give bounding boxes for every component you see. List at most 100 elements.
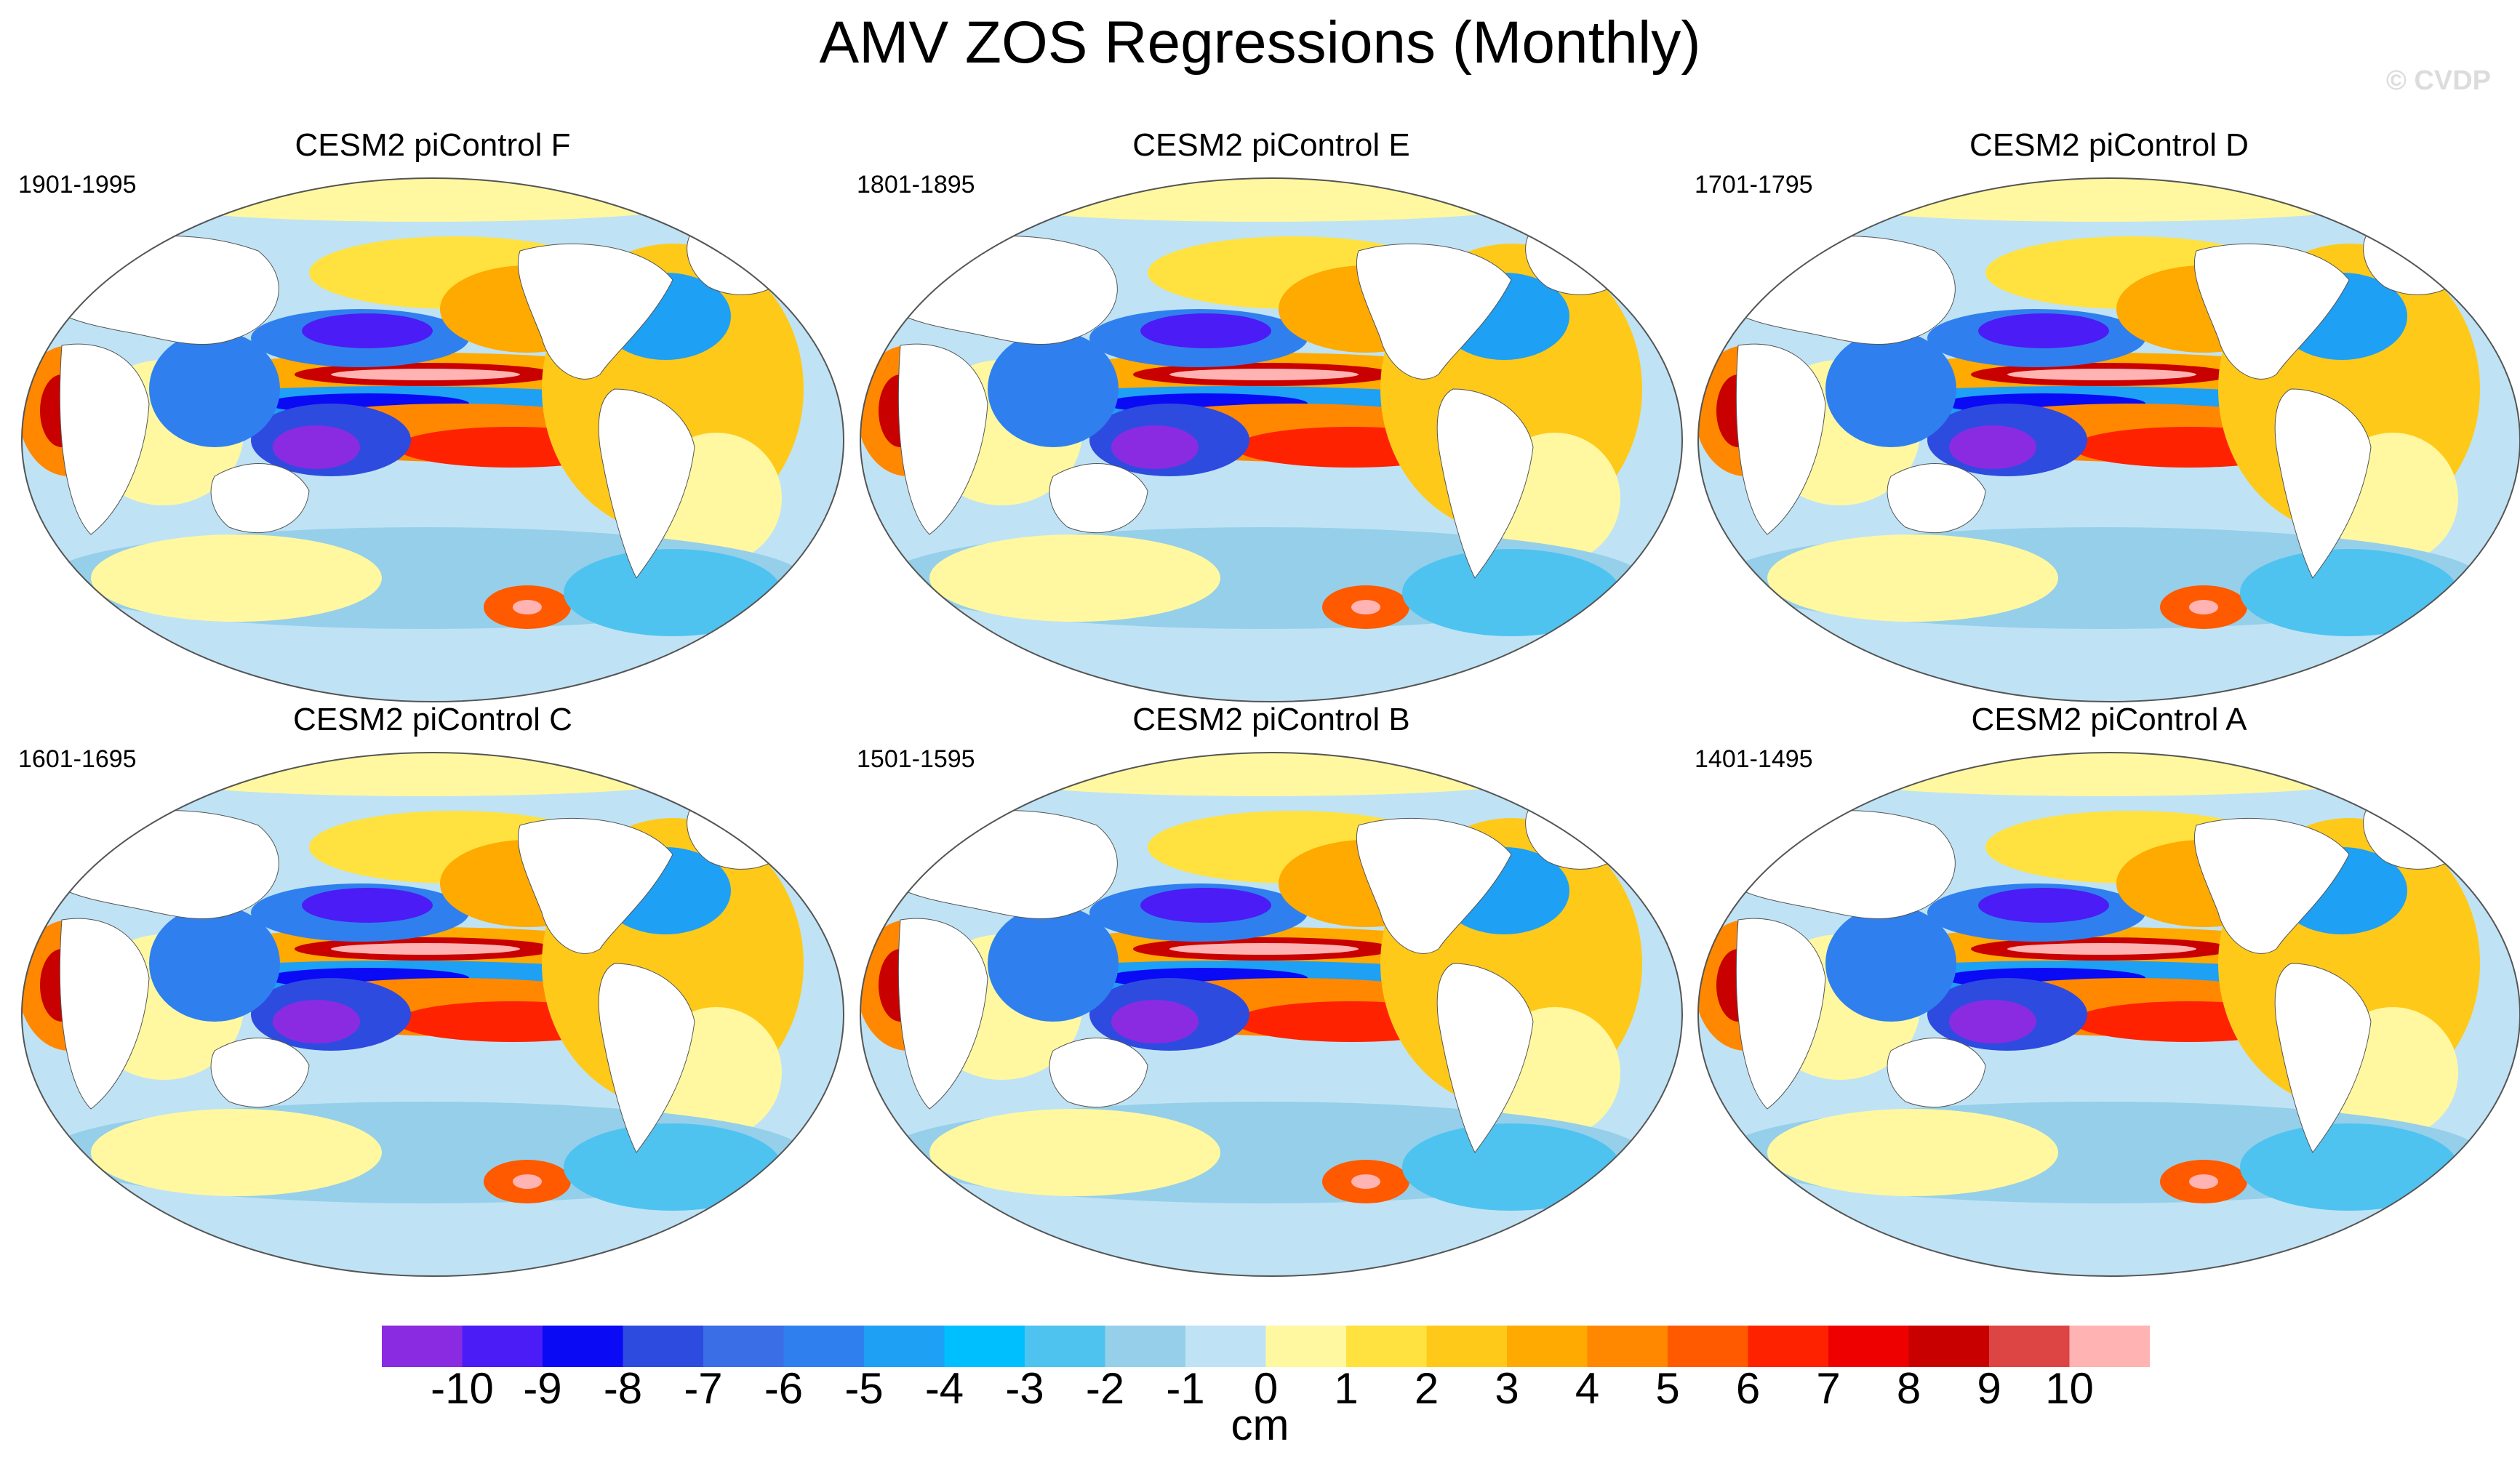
map-panel: CESM2 piControl F 1901-1995	[18, 127, 847, 709]
colorbar-tick-label: 5	[1655, 1364, 1680, 1413]
panel-period: 1501-1595	[857, 745, 975, 773]
colorbar-tick-label: 3	[1495, 1364, 1519, 1413]
continent-outline	[1436, 388, 1534, 579]
panel-period: 1701-1795	[1695, 171, 1813, 199]
anomaly-region	[2189, 1174, 2218, 1189]
colorbar-tick-label: -6	[764, 1364, 804, 1413]
anomaly-region	[331, 943, 520, 955]
continent-outline	[59, 918, 150, 1110]
colorbar-swatch	[543, 1326, 623, 1367]
world-map	[21, 177, 844, 702]
anomaly-region	[1825, 331, 1956, 447]
colorbar-swatch	[462, 1326, 543, 1367]
colorbar-tick-label: 2	[1414, 1364, 1439, 1413]
anomaly-region	[149, 331, 280, 447]
map-border	[860, 752, 1683, 1277]
continent-outline	[1887, 1038, 1986, 1108]
anomaly-region	[929, 534, 1220, 622]
continent-outline	[897, 918, 988, 1110]
cvdp-watermark: © CVDP	[2385, 65, 2491, 96]
anomaly-region	[1351, 1174, 1380, 1189]
continent-outline	[2274, 963, 2372, 1153]
colorbar-swatch	[1265, 1326, 1346, 1367]
colorbar-tick-label: -3	[1005, 1364, 1044, 1413]
continent-outline	[1887, 463, 1986, 534]
continent-outline	[1049, 463, 1148, 534]
continent-outline	[598, 963, 695, 1153]
anomaly-region	[2007, 369, 2196, 380]
map-border	[1697, 752, 2520, 1277]
colorbar-swatch	[944, 1326, 1025, 1367]
colorbar-swatch	[1828, 1326, 1909, 1367]
continent-outline	[897, 343, 988, 535]
anomaly-region	[1767, 534, 2058, 622]
colorbar-swatch	[382, 1326, 463, 1367]
panel-period: 1801-1895	[857, 171, 975, 199]
colorbar-tick-label: 10	[2045, 1364, 2094, 1413]
colorbar-swatch	[703, 1326, 784, 1367]
map-border	[21, 177, 844, 702]
anomaly-region	[1949, 1000, 2036, 1043]
colorbar-tick-label: 7	[1816, 1364, 1841, 1413]
colorbar-swatch	[623, 1326, 703, 1367]
anomaly-region	[2007, 943, 2196, 955]
anomaly-region	[2189, 600, 2218, 614]
anomaly-region	[564, 549, 782, 636]
panel-title: CESM2 piControl F	[295, 127, 571, 163]
continent-outline	[1356, 817, 1512, 954]
anomaly-region	[929, 1109, 1220, 1196]
colorbar-swatch	[783, 1326, 864, 1367]
panel-period: 1401-1495	[1695, 745, 1813, 773]
colorbar-tick-label: 6	[1735, 1364, 1761, 1413]
colorbar-tick-label: -9	[523, 1364, 562, 1413]
anomaly-region	[91, 1109, 382, 1196]
map-panel: CESM2 piControl B 1501-1595	[857, 702, 1686, 1283]
anomaly-region	[91, 534, 382, 622]
anomaly-region	[513, 600, 542, 614]
colorbar-tick-label: 0	[1253, 1364, 1279, 1413]
colorbar-swatch	[1346, 1326, 1427, 1367]
world-map	[860, 752, 1683, 1277]
anomaly-region	[1111, 1000, 1199, 1043]
colorbar-tick-label: -8	[603, 1364, 643, 1413]
anomaly-region	[1140, 888, 1271, 923]
map-panel: CESM2 piControl C 1601-1695	[18, 702, 847, 1283]
panel-title: CESM2 piControl C	[293, 702, 572, 737]
anomaly-region	[1402, 549, 1620, 636]
world-map	[21, 752, 844, 1277]
colorbar-swatch	[1185, 1326, 1266, 1367]
continent-outline	[2193, 243, 2350, 380]
colorbar-tick-label: -1	[1166, 1364, 1205, 1413]
map-panel: CESM2 piControl D 1701-1795	[1695, 127, 2520, 709]
colorbar-tick-label: -2	[1085, 1364, 1125, 1413]
panel-title: CESM2 piControl A	[1971, 702, 2247, 737]
continent-outline	[1735, 343, 1826, 535]
colorbar-tick-label: -5	[844, 1364, 884, 1413]
anomaly-region	[331, 369, 520, 380]
colorbar-tick-label: 9	[1977, 1364, 2001, 1413]
anomaly-region	[1978, 888, 2109, 923]
colorbar-tick-label: -4	[924, 1364, 964, 1413]
panel-period: 1901-1995	[18, 171, 137, 199]
anomaly-region	[2240, 549, 2458, 636]
colorbar-swatch	[1426, 1326, 1507, 1367]
colorbar-tick-label: 1	[1334, 1364, 1359, 1413]
panel-title: CESM2 piControl D	[1969, 127, 2249, 163]
colorbar-swatch	[1748, 1326, 1828, 1367]
anomaly-region	[302, 888, 433, 923]
anomaly-region	[149, 905, 280, 1022]
anomaly-region	[513, 1174, 542, 1189]
colorbar-units: cm	[1231, 1400, 1289, 1449]
colorbar-swatch	[1989, 1326, 2070, 1367]
world-map	[1697, 752, 2520, 1277]
continent-outline	[1735, 918, 1826, 1110]
continent-outline	[59, 343, 150, 535]
anomaly-region	[1825, 905, 1956, 1022]
anomaly-region	[1978, 313, 2109, 348]
world-map	[860, 177, 1683, 702]
continent-outline	[1436, 963, 1534, 1153]
anomaly-region	[564, 1123, 782, 1211]
continent-outline	[1049, 1038, 1148, 1108]
anomaly-region	[988, 905, 1119, 1022]
figure-title: AMV ZOS Regressions (Monthly)	[819, 9, 1701, 76]
